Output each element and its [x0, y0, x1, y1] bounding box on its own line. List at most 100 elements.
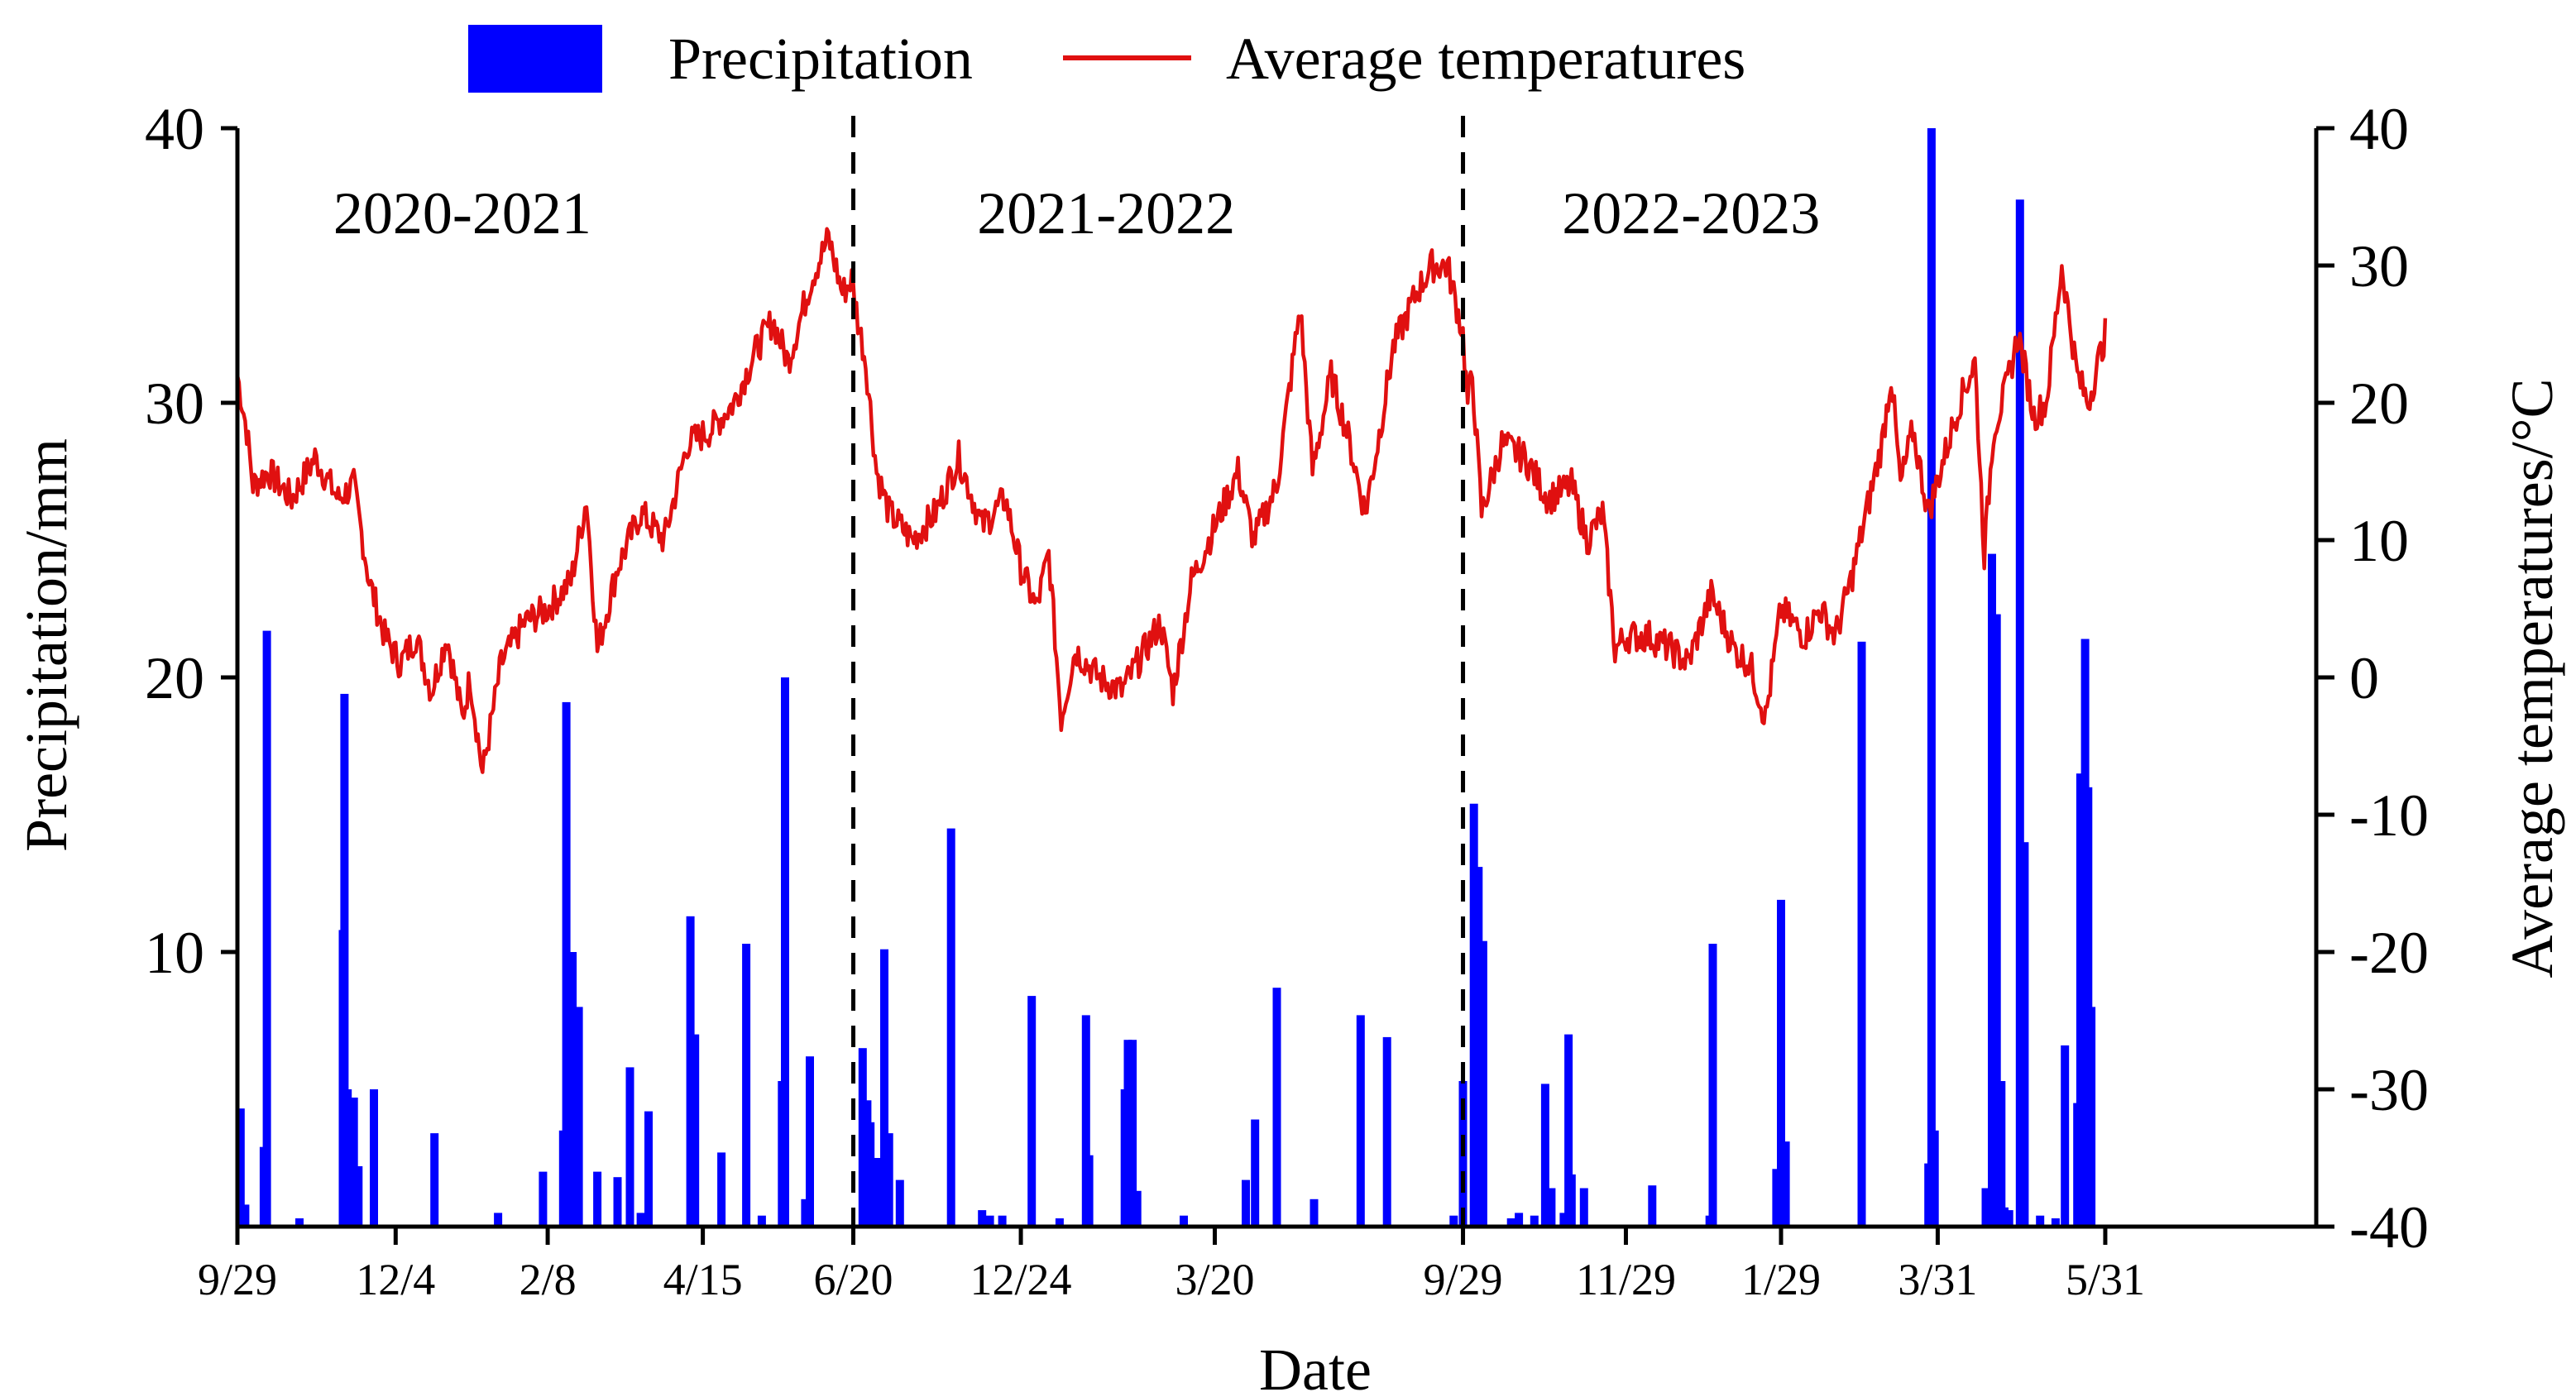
precip-bar-36: [875, 1158, 884, 1227]
precip-bar-23: [686, 916, 695, 1227]
tick-labels: 10 20 30 40 -40 -30 -20 -10 0 10 20 30 40 9/29 12/4 2/8…: [145, 96, 2429, 1304]
x-tick-label-5: 12/24: [970, 1255, 1072, 1304]
season-label-0: 2020-2021: [333, 180, 591, 246]
legend: Precipitation Average temperatures: [468, 25, 1745, 93]
precip-bar-18: [593, 1171, 602, 1227]
precip-bar-35: [869, 1158, 878, 1227]
precip-bar-16: [568, 952, 577, 1227]
y-right-tick-label-0: -40: [2349, 1194, 2429, 1261]
precip-bar-19: [613, 1177, 622, 1227]
season-label-1: 2021-2022: [977, 180, 1235, 246]
precip-bar-0: [236, 1108, 245, 1227]
precip-bar-43: [998, 1215, 1007, 1227]
precip-bar-22: [644, 1111, 653, 1227]
precip-bar-90: [2020, 842, 2029, 1227]
precip-bar-51: [1132, 1190, 1142, 1227]
precip-bar-3: [262, 630, 271, 1227]
precip-bar-1: [241, 1204, 250, 1227]
precip-bar-25: [717, 1152, 726, 1227]
x-tick-label-9: 1/29: [1741, 1255, 1821, 1304]
precip-bar-21: [636, 1213, 645, 1227]
precip-bar-98: [2087, 1007, 2096, 1227]
precip-bar-68: [1547, 1188, 1556, 1227]
precip-bar-11: [430, 1133, 439, 1227]
precip-bar-13: [539, 1171, 548, 1227]
precip-bar-86: [1997, 1081, 2006, 1227]
precip-bar-62: [1474, 867, 1483, 1227]
precip-bar-40: [946, 828, 955, 1227]
precip-bar-75: [1708, 944, 1717, 1227]
precip-bar-56: [1310, 1198, 1319, 1227]
precip-bar-49: [1123, 1040, 1132, 1227]
precip-bar-73: [1648, 1185, 1657, 1227]
y-right-tick-label-6: 20: [2349, 371, 2409, 437]
x-tick-label-7: 9/29: [1424, 1255, 1503, 1304]
y-right-tick-label-2: -20: [2349, 920, 2429, 986]
x-axis-title: Date: [1259, 1337, 1372, 1397]
precip-bar-32: [858, 1048, 867, 1227]
precip-bar-66: [1530, 1215, 1539, 1227]
y-right-tick-label-4: 0: [2349, 645, 2379, 711]
precip-bar-15: [562, 701, 571, 1227]
precipitation-bars: [236, 128, 2096, 1227]
axes: [221, 126, 2334, 1245]
precip-bar-78: [1781, 1141, 1790, 1227]
precip-bar-57: [1356, 1015, 1365, 1227]
precip-bar-24: [691, 1034, 700, 1227]
precip-bar-59: [1449, 1215, 1458, 1227]
precip-bar-30: [801, 1198, 810, 1227]
precip-bar-38: [884, 1133, 893, 1227]
precip-bar-61: [1469, 803, 1478, 1227]
precip-bar-45: [1055, 1218, 1064, 1227]
y-right-tick-label-7: 30: [2349, 233, 2409, 299]
precip-bar-4: [295, 1218, 304, 1227]
precip-bar-37: [880, 949, 888, 1227]
precip-bar-20: [625, 1067, 634, 1227]
x-tick-label-10: 3/31: [1898, 1255, 1977, 1304]
precip-bar-95: [2076, 773, 2085, 1227]
precip-bar-63: [1478, 940, 1487, 1227]
precip-bar-9: [354, 1166, 363, 1227]
precip-bar-82: [1930, 1130, 1939, 1227]
legend-precip-swatch: [468, 25, 602, 93]
precip-bar-85: [1992, 614, 2001, 1227]
precip-bar-44: [1027, 996, 1037, 1227]
y-left-tick-label-2: 30: [145, 371, 204, 437]
precip-bar-91: [2036, 1215, 2045, 1227]
precip-bar-7: [343, 1089, 352, 1227]
y-right-tick-label-8: 40: [2349, 96, 2409, 162]
x-tick-label-0: 9/29: [198, 1255, 277, 1304]
precip-bar-58: [1382, 1036, 1391, 1227]
x-tick-label-2: 2/8: [520, 1255, 577, 1304]
y-left-tick-label-1: 20: [145, 645, 204, 711]
precip-bar-52: [1180, 1215, 1188, 1227]
precip-bar-26: [742, 944, 751, 1227]
precip-bar-42: [985, 1215, 994, 1227]
legend-temp-label: Average temperatures: [1226, 26, 1745, 92]
precip-bar-70: [1564, 1034, 1573, 1227]
y-right-tick-label-5: 10: [2349, 508, 2409, 574]
x-tick-label-11: 5/31: [2066, 1255, 2145, 1304]
precip-bar-54: [1251, 1119, 1260, 1227]
precip-bar-76: [1772, 1169, 1781, 1227]
precip-bar-65: [1515, 1213, 1524, 1227]
precip-bar-81: [1927, 128, 1936, 1227]
precip-bar-29: [781, 677, 789, 1227]
x-tick-label-4: 6/20: [814, 1255, 893, 1304]
x-tick-label-8: 11/29: [1576, 1255, 1676, 1304]
precip-bar-27: [757, 1215, 766, 1227]
x-tick-label-1: 12/4: [356, 1255, 435, 1304]
precip-bar-84: [1988, 553, 1996, 1227]
precip-bar-83: [1981, 1188, 1990, 1227]
precip-bar-39: [895, 1179, 904, 1227]
precip-bar-50: [1128, 1040, 1137, 1227]
precip-bar-12: [494, 1213, 503, 1227]
y-left-tick-label-0: 10: [145, 920, 204, 986]
precip-bar-67: [1540, 1084, 1549, 1227]
precip-bar-92: [2051, 1218, 2060, 1227]
precip-bar-17: [574, 1007, 583, 1227]
temperature-line: [235, 227, 2108, 774]
precip-bar-10: [370, 1089, 378, 1227]
y-left-tick-label-3: 40: [145, 96, 204, 162]
precip-bar-53: [1242, 1179, 1250, 1227]
